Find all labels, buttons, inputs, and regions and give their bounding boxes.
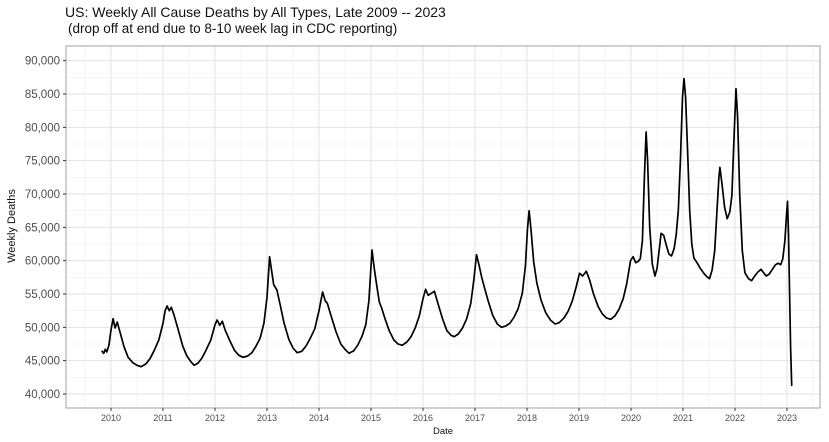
y-tick-label: 50,000 <box>25 322 60 334</box>
x-tick-label: 2023 <box>777 413 797 423</box>
x-tick-label: 2010 <box>101 413 121 423</box>
y-tick-label: 90,000 <box>25 56 60 68</box>
x-tick-label: 2012 <box>205 413 225 423</box>
chart-subtitle: (drop off at end due to 8-10 week lag in… <box>68 21 398 36</box>
x-tick-label: 2018 <box>517 413 537 423</box>
x-tick-label: 2011 <box>153 413 172 423</box>
y-tick-label: 80,000 <box>25 122 60 134</box>
y-axis-title: Weekly Deaths <box>6 189 18 263</box>
y-tick-label: 60,000 <box>25 256 60 268</box>
y-tick-label: 75,000 <box>25 156 60 168</box>
x-tick-label: 2020 <box>621 413 641 423</box>
x-tick-label: 2013 <box>257 413 277 423</box>
y-tick-label: 45,000 <box>25 356 60 368</box>
y-tick-label: 65,000 <box>25 222 60 234</box>
x-axis-title: Date <box>432 426 454 437</box>
y-tick-label: 85,000 <box>25 89 60 101</box>
y-tick-label: 55,000 <box>25 289 60 301</box>
y-tick-label: 40,000 <box>25 389 60 401</box>
x-tick-label: 2022 <box>725 413 745 423</box>
x-tick-label: 2017 <box>465 413 485 423</box>
x-tick-label: 2014 <box>309 413 329 423</box>
x-tick-label: 2015 <box>361 413 381 423</box>
data-line-weekly-all-cause-deaths <box>101 77 793 387</box>
y-tick-label: 70,000 <box>25 189 60 201</box>
x-tick-label: 2021 <box>673 413 693 423</box>
x-tick-label: 2016 <box>413 413 433 423</box>
chart-title: US: Weekly All Cause Deaths by All Types… <box>65 4 446 20</box>
x-tick-label: 2019 <box>569 413 589 423</box>
